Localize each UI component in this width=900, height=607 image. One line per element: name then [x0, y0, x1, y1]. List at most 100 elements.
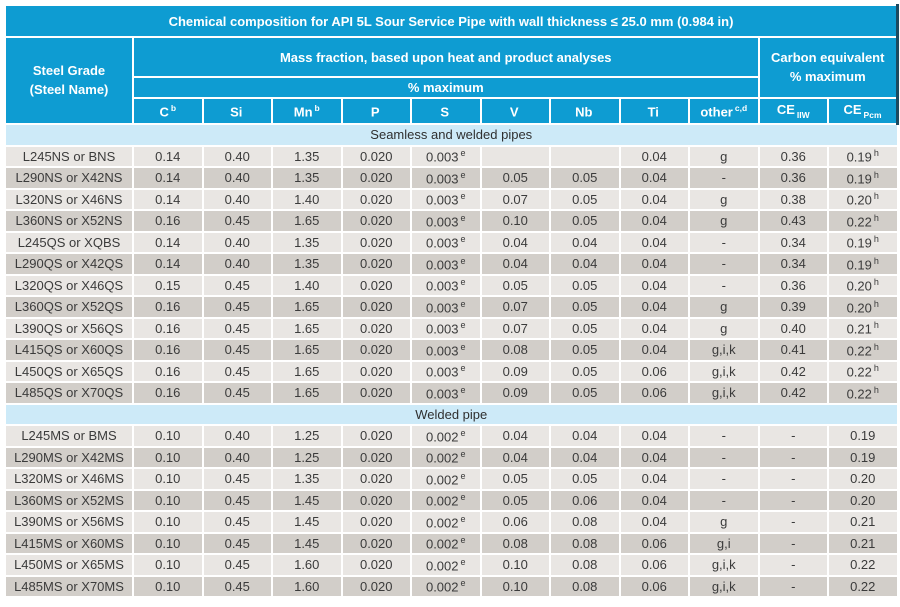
- value-cell: 0.020: [340, 488, 412, 512]
- value-footnote: e: [460, 449, 466, 460]
- value-cell: 0.002 e: [410, 467, 482, 491]
- value-cell: 0.21: [827, 531, 899, 555]
- value-cell: 0.19 h: [827, 252, 899, 276]
- value-footnote: h: [873, 212, 879, 223]
- value-cell: 0.003 e: [410, 316, 482, 340]
- table-row: L245QS or XQBS 0.14 0.40 1.35 0.020 0.003 e 0.0…: [4, 230, 899, 254]
- value-cell: 0.04: [618, 445, 690, 469]
- steel-grade-cell: L450QS or X65QS: [4, 359, 134, 383]
- value-cell: -: [688, 488, 760, 512]
- section-row: Seamless and welded pipes: [4, 123, 899, 147]
- value-cell: 0.38: [757, 187, 829, 211]
- steel-grade-cell: L245QS or XQBS: [4, 230, 134, 254]
- section-label: Welded pipe: [4, 402, 899, 426]
- value-cell: 0.020: [340, 510, 412, 534]
- value-footnote: e: [460, 255, 466, 266]
- value-cell: 0.020: [340, 338, 412, 362]
- table-row: L245MS or BMS 0.10 0.40 1.25 0.020 0.002 e 0.04…: [4, 424, 899, 448]
- column-header-label: Nb: [575, 104, 593, 120]
- value-cell: 0.45: [201, 338, 273, 362]
- value-cell: 0.05: [549, 209, 621, 233]
- value-cell: 1.60: [271, 553, 343, 577]
- value-cell: 0.020: [340, 187, 412, 211]
- table-row: L390MS or X56MS 0.10 0.45 1.45 0.020 0.002 e 0.…: [4, 510, 899, 534]
- value-cell: 0.002 e: [410, 488, 482, 512]
- column-header-CE-IIW: CE IIW: [757, 97, 829, 125]
- value-footnote: e: [460, 148, 466, 159]
- value-footnote: h: [873, 363, 879, 374]
- steel-grade-header-line1: Steel Grade: [32, 62, 106, 78]
- value-cell: 1.45: [271, 488, 343, 512]
- value-cell: 0.20 h: [827, 187, 899, 211]
- value-cell: 0.42: [757, 359, 829, 383]
- value-cell: 0.10: [132, 510, 204, 534]
- value-cell: 0.45: [201, 381, 273, 405]
- value-cell: 0.10: [132, 467, 204, 491]
- steel-grade-cell: L360NS or X52NS: [4, 209, 134, 233]
- value-cell: g: [688, 316, 760, 340]
- value-cell: 0.40: [201, 187, 273, 211]
- value-cell: 0.06: [479, 510, 551, 534]
- value-cell: 0.002 e: [410, 510, 482, 534]
- value-cell: -: [688, 252, 760, 276]
- value-cell: 0.002 e: [410, 445, 482, 469]
- column-header-label: CE: [776, 102, 795, 118]
- value-footnote: e: [460, 427, 466, 438]
- value-cell: 0.05: [549, 187, 621, 211]
- value-cell: 0.19 h: [827, 144, 899, 168]
- value-cell: 0.020: [340, 316, 412, 340]
- value-cell: 0.020: [340, 574, 412, 598]
- carbon-equivalent-header-line1: Carbon equivalent: [771, 49, 885, 65]
- value-cell: 0.10: [132, 488, 204, 512]
- value-cell: 0.10: [132, 553, 204, 577]
- value-cell: 0.19 h: [827, 166, 899, 190]
- steel-grade-cell: L415QS or X60QS: [4, 338, 134, 362]
- value-cell: 0.40: [201, 230, 273, 254]
- table-row: L450QS or X65QS 0.16 0.45 1.65 0.020 0.003 e 0.…: [4, 359, 899, 383]
- value-cell: 1.25: [271, 424, 343, 448]
- value-cell: 0.04: [618, 488, 690, 512]
- value-cell: 0.45: [201, 316, 273, 340]
- value-cell: 0.020: [340, 273, 412, 297]
- table-row: L290MS or X42MS 0.10 0.40 1.25 0.020 0.002 e 0.…: [4, 445, 899, 469]
- value-cell: 0.41: [757, 338, 829, 362]
- value-cell: 0.020: [340, 209, 412, 233]
- table-row: L320MS or X46MS 0.10 0.45 1.35 0.020 0.002 e 0.…: [4, 467, 899, 491]
- value-cell: 0.20 h: [827, 273, 899, 297]
- value-cell: 0.020: [340, 144, 412, 168]
- value-cell: 0.34: [757, 252, 829, 276]
- value-cell: [479, 144, 551, 168]
- value-cell: 0.020: [340, 230, 412, 254]
- value-cell: 0.003 e: [410, 209, 482, 233]
- value-cell: 0.04: [618, 316, 690, 340]
- value-footnote: e: [460, 191, 466, 202]
- table-row: L485QS or X70QS 0.16 0.45 1.65 0.020 0.003 e 0.…: [4, 381, 899, 405]
- value-footnote: e: [460, 320, 466, 331]
- table-row: L485MS or X70MS 0.10 0.45 1.60 0.020 0.002 e 0.…: [4, 574, 899, 598]
- value-cell: 0.45: [201, 467, 273, 491]
- column-header-label: C: [159, 104, 169, 120]
- value-cell: 0.05: [479, 488, 551, 512]
- value-cell: 0.04: [549, 252, 621, 276]
- value-cell: -: [757, 531, 829, 555]
- value-footnote: e: [460, 535, 466, 546]
- value-cell: 0.020: [340, 467, 412, 491]
- value-cell: 0.45: [201, 295, 273, 319]
- value-cell: 0.22 h: [827, 209, 899, 233]
- value-cell: 0.14: [132, 166, 204, 190]
- value-cell: 0.05: [549, 316, 621, 340]
- value-cell: 1.35: [271, 230, 343, 254]
- value-cell: 1.65: [271, 359, 343, 383]
- value-cell: 0.40: [757, 316, 829, 340]
- value-cell: 0.04: [618, 273, 690, 297]
- table-row: L415MS or X60MS 0.10 0.45 1.45 0.020 0.002 e 0.…: [4, 531, 899, 555]
- value-cell: 0.22 h: [827, 338, 899, 362]
- value-cell: 0.04: [618, 166, 690, 190]
- value-cell: 0.04: [549, 445, 621, 469]
- value-cell: 0.05: [549, 359, 621, 383]
- header-row-1: Steel Grade (Steel Name) Mass fraction, …: [4, 36, 899, 125]
- value-cell: 0.43: [757, 209, 829, 233]
- value-cell: 0.19: [827, 445, 899, 469]
- value-cell: 0.002 e: [410, 531, 482, 555]
- value-cell: 1.45: [271, 510, 343, 534]
